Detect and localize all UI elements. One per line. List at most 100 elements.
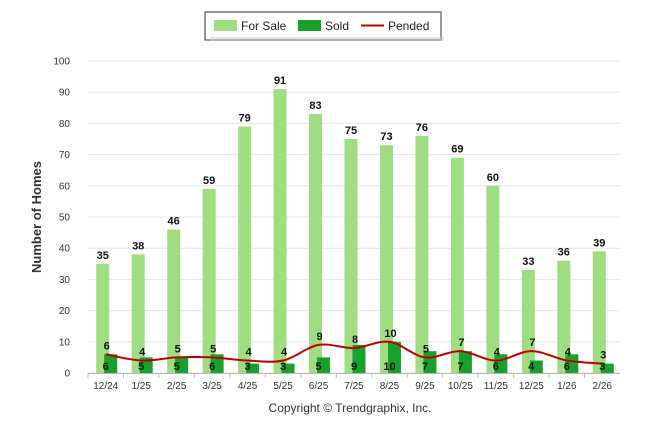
sold-value-label: 10 bbox=[383, 361, 395, 373]
bars bbox=[96, 89, 614, 374]
bar-sold bbox=[458, 351, 472, 373]
for-sale-value-label: 83 bbox=[309, 100, 321, 112]
x-axis: 12/24 1/25 2/25 3/25 4/25 5/25 6/25 7/25 8/25 9/2… bbox=[87, 373, 612, 392]
pended-value-label: 5 bbox=[423, 343, 429, 355]
sold-value-label: 6 bbox=[103, 361, 109, 373]
y-axis: 0 10 20 30 40 50 60 70 80 90 100 bbox=[53, 57, 70, 380]
bar-for-sale bbox=[557, 260, 571, 373]
bar-sold bbox=[600, 363, 614, 373]
for-sale-value-label: 76 bbox=[416, 122, 428, 134]
legend-label-pended: Pended bbox=[388, 19, 429, 33]
sold-value-label: 3 bbox=[599, 361, 605, 373]
y-tick-label: 50 bbox=[59, 213, 71, 224]
pended-value-label: 3 bbox=[600, 350, 606, 362]
bar-for-sale bbox=[309, 114, 323, 373]
for-sale-value-label: 73 bbox=[380, 131, 392, 143]
bar-sold bbox=[175, 357, 189, 373]
bar-for-sale bbox=[131, 254, 145, 373]
x-tick-label: 1/25 bbox=[131, 381, 151, 392]
x-tick-label: 4/25 bbox=[238, 381, 258, 392]
pended-line bbox=[105, 340, 603, 365]
sold-value-label: 3 bbox=[245, 361, 251, 373]
sold-value-label: 5 bbox=[138, 361, 144, 373]
y-tick-label: 60 bbox=[59, 181, 71, 192]
x-tick-label: 11/25 bbox=[484, 381, 509, 392]
for-sale-value-label: 91 bbox=[274, 75, 286, 87]
bar-for-sale bbox=[415, 135, 429, 373]
x-tick-label: 3/25 bbox=[202, 381, 222, 392]
x-tick-label: 5/25 bbox=[273, 381, 293, 392]
y-tick-label: 20 bbox=[59, 306, 71, 317]
sold-value-label: 3 bbox=[280, 361, 286, 373]
for-sale-value-label: 36 bbox=[558, 247, 570, 259]
y-tick-label: 90 bbox=[59, 88, 71, 99]
for-sale-value-label: 75 bbox=[345, 125, 357, 137]
x-tick-label: 12/25 bbox=[519, 381, 544, 392]
pended-value-label: 5 bbox=[175, 343, 181, 355]
bar-for-sale bbox=[521, 270, 535, 373]
bar-sold bbox=[529, 360, 543, 373]
for-sale-value-label: 46 bbox=[168, 215, 180, 227]
x-tick-label: 8/25 bbox=[380, 381, 400, 392]
y-tick-label: 30 bbox=[59, 275, 71, 286]
y-tick-label: 70 bbox=[59, 150, 71, 161]
sold-value-label: 6 bbox=[209, 361, 215, 373]
bar-for-sale bbox=[344, 139, 358, 373]
bar-sold bbox=[246, 363, 260, 373]
pended-value-label: 8 bbox=[352, 334, 358, 346]
legend-label-sold: Sold bbox=[325, 19, 349, 33]
legend-label-for-sale: For Sale bbox=[241, 19, 287, 33]
sold-value-label: 6 bbox=[493, 361, 499, 373]
pended-value-label: 5 bbox=[210, 343, 216, 355]
y-axis-title: Number of Homes bbox=[29, 161, 44, 273]
bar-for-sale bbox=[238, 126, 252, 374]
sold-value-label: 4 bbox=[528, 361, 535, 373]
bar-for-sale bbox=[592, 251, 606, 373]
sold-value-label: 5 bbox=[174, 361, 180, 373]
bar-for-sale bbox=[379, 145, 393, 373]
pended-value-label: 4 bbox=[281, 347, 288, 359]
bar-for-sale bbox=[450, 157, 464, 373]
sold-value-label: 5 bbox=[315, 361, 321, 373]
for-sale-value-label: 79 bbox=[238, 113, 250, 125]
pended-value-label: 6 bbox=[104, 340, 110, 352]
y-tick-label: 10 bbox=[59, 337, 71, 348]
pended-value-label: 7 bbox=[458, 337, 464, 349]
y-tick-label: 0 bbox=[64, 369, 70, 380]
for-sale-value-label: 35 bbox=[97, 250, 109, 262]
pended-value-label: 10 bbox=[384, 328, 396, 340]
for-sale-value-label: 60 bbox=[487, 172, 499, 184]
pended-value-label: 4 bbox=[246, 347, 253, 359]
pended-value-label: 4 bbox=[565, 347, 572, 359]
x-tick-label: 10/25 bbox=[448, 381, 473, 392]
legend-shadow bbox=[210, 37, 444, 41]
pended-value-label: 9 bbox=[316, 331, 322, 343]
pended-value-label: 7 bbox=[529, 337, 535, 349]
y-tick-label: 40 bbox=[59, 244, 71, 255]
legend-swatch-for-sale bbox=[214, 20, 237, 31]
sold-value-label: 6 bbox=[564, 361, 570, 373]
x-tick-label: 12/24 bbox=[93, 381, 118, 392]
for-sale-value-label: 33 bbox=[522, 256, 534, 268]
bar-for-sale bbox=[96, 263, 110, 373]
legend[interactable]: For Sale Sold Pended bbox=[204, 11, 444, 41]
x-tick-label: 7/25 bbox=[344, 381, 364, 392]
bar-sold bbox=[565, 354, 579, 373]
x-tick-label: 1/26 bbox=[557, 381, 577, 392]
bar-sold bbox=[317, 357, 331, 373]
bar-for-sale bbox=[273, 89, 287, 373]
pended-value-label: 4 bbox=[139, 347, 146, 359]
bar-sold bbox=[352, 344, 366, 373]
y-tick-label: 80 bbox=[59, 119, 71, 130]
bar-for-sale bbox=[486, 185, 500, 373]
bar-for-sale bbox=[202, 188, 216, 373]
data-labels: 3563854655967939138357597310767697606334… bbox=[97, 75, 607, 373]
copyright-text: Copyright © Trendgraphix, Inc. bbox=[269, 401, 432, 415]
bar-sold bbox=[281, 363, 295, 373]
for-sale-value-label: 69 bbox=[451, 144, 463, 156]
sold-value-label: 7 bbox=[422, 361, 428, 373]
pended-line-layer bbox=[105, 340, 603, 365]
legend-box bbox=[204, 11, 442, 41]
